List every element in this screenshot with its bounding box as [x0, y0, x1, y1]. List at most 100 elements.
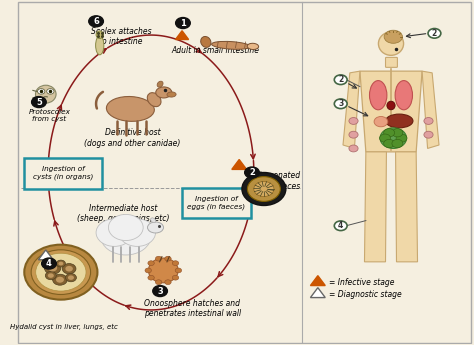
Circle shape: [48, 273, 54, 278]
Circle shape: [65, 266, 73, 272]
Polygon shape: [310, 288, 325, 298]
Ellipse shape: [147, 222, 164, 233]
Ellipse shape: [211, 41, 250, 49]
Circle shape: [153, 286, 167, 297]
Text: 3: 3: [338, 99, 343, 108]
Text: 4: 4: [46, 259, 52, 268]
Circle shape: [392, 129, 403, 137]
Circle shape: [45, 262, 61, 274]
Polygon shape: [38, 250, 53, 260]
Ellipse shape: [380, 128, 407, 148]
Circle shape: [145, 268, 151, 273]
Text: Embeyonated
egg in faeces: Embeyonated egg in faeces: [248, 171, 301, 191]
Circle shape: [65, 274, 76, 282]
Circle shape: [47, 89, 54, 94]
Circle shape: [148, 275, 154, 280]
Text: Definitive host
(dogs and other canidae): Definitive host (dogs and other canidae): [84, 128, 181, 148]
Circle shape: [109, 215, 143, 240]
Circle shape: [148, 261, 154, 266]
Ellipse shape: [384, 30, 402, 43]
Circle shape: [56, 260, 65, 267]
Circle shape: [334, 99, 347, 109]
Circle shape: [58, 262, 64, 265]
Circle shape: [68, 275, 74, 280]
Text: 4: 4: [338, 221, 343, 230]
Circle shape: [173, 275, 179, 280]
Text: = Infective stage: = Infective stage: [329, 278, 394, 287]
Circle shape: [254, 181, 274, 197]
Circle shape: [37, 89, 45, 94]
Ellipse shape: [107, 97, 155, 121]
Text: Intermediate host
(sheep, goats, pigs, etc): Intermediate host (sheep, goats, pigs, e…: [77, 204, 170, 224]
Circle shape: [31, 250, 91, 295]
Circle shape: [96, 219, 133, 246]
Polygon shape: [175, 31, 189, 40]
Circle shape: [24, 245, 98, 300]
Circle shape: [396, 134, 407, 142]
FancyBboxPatch shape: [24, 158, 102, 189]
Text: Ingestion of
cysts (in organs): Ingestion of cysts (in organs): [33, 166, 93, 180]
Circle shape: [349, 145, 358, 152]
Circle shape: [247, 177, 280, 201]
Ellipse shape: [395, 81, 412, 110]
Text: Protoscolex
from cyst: Protoscolex from cyst: [28, 109, 70, 122]
Circle shape: [155, 256, 162, 261]
Ellipse shape: [201, 37, 211, 47]
Circle shape: [349, 131, 358, 138]
Circle shape: [428, 29, 441, 38]
Circle shape: [176, 18, 190, 29]
Ellipse shape: [167, 92, 176, 97]
FancyBboxPatch shape: [18, 2, 471, 343]
Circle shape: [165, 280, 171, 285]
Circle shape: [62, 264, 76, 274]
Ellipse shape: [387, 101, 395, 110]
Polygon shape: [422, 71, 439, 148]
Text: 5: 5: [36, 98, 42, 107]
Polygon shape: [396, 152, 418, 262]
Circle shape: [165, 256, 171, 261]
FancyBboxPatch shape: [182, 188, 251, 218]
Ellipse shape: [378, 32, 403, 55]
Ellipse shape: [385, 114, 413, 128]
Circle shape: [48, 265, 57, 272]
Circle shape: [334, 75, 347, 85]
Text: Hydalid cyst in liver, lungs, etc: Hydalid cyst in liver, lungs, etc: [10, 324, 118, 330]
Circle shape: [56, 277, 64, 283]
Text: 6: 6: [93, 17, 99, 26]
Text: 3: 3: [157, 287, 163, 296]
Circle shape: [245, 167, 259, 178]
Polygon shape: [365, 152, 386, 262]
FancyBboxPatch shape: [385, 57, 397, 67]
Text: Onoosphere hatches and
penetrates intestinal wall: Onoosphere hatches and penetrates intest…: [144, 298, 241, 318]
Polygon shape: [360, 71, 422, 152]
Circle shape: [89, 16, 103, 27]
Circle shape: [383, 139, 395, 148]
Circle shape: [173, 261, 179, 266]
Circle shape: [242, 172, 286, 206]
Circle shape: [383, 129, 395, 137]
Circle shape: [334, 221, 347, 230]
Circle shape: [424, 118, 433, 125]
Ellipse shape: [148, 258, 178, 283]
Circle shape: [392, 139, 403, 148]
Circle shape: [53, 274, 67, 285]
Circle shape: [42, 258, 56, 269]
Text: = Diagnostic stage: = Diagnostic stage: [329, 290, 401, 299]
Circle shape: [100, 217, 151, 255]
Ellipse shape: [36, 85, 56, 103]
Text: 2: 2: [338, 75, 343, 84]
Polygon shape: [232, 159, 246, 169]
Circle shape: [380, 134, 391, 142]
Circle shape: [46, 272, 56, 280]
Text: 2: 2: [432, 29, 437, 38]
Text: Adult in small intestine: Adult in small intestine: [171, 46, 259, 55]
Ellipse shape: [374, 117, 388, 127]
Text: 1: 1: [180, 19, 186, 28]
Circle shape: [119, 219, 155, 246]
Ellipse shape: [151, 218, 156, 223]
Circle shape: [349, 118, 358, 125]
Ellipse shape: [147, 93, 161, 107]
Text: Ingestion of
eggs (in faeces): Ingestion of eggs (in faeces): [187, 196, 246, 210]
Polygon shape: [343, 71, 360, 148]
Circle shape: [155, 280, 162, 285]
